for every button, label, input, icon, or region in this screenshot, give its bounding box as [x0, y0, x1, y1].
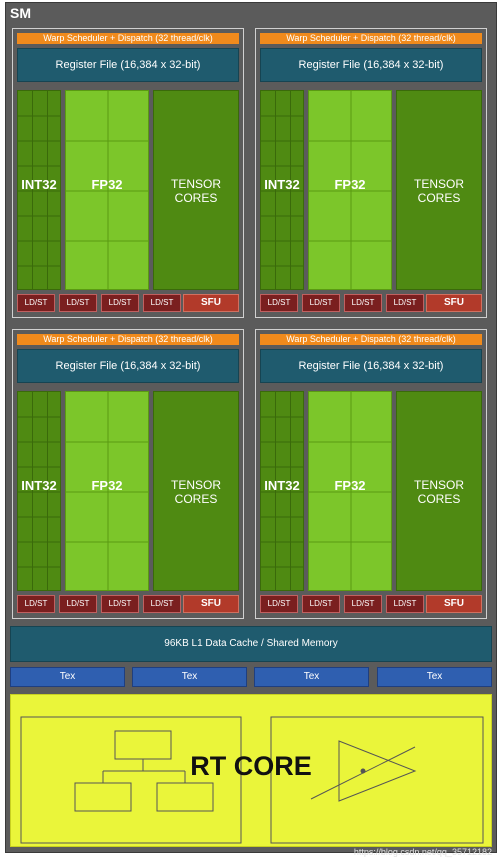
ldst-unit: LD/ST	[260, 595, 298, 613]
fp32-grid	[66, 91, 148, 289]
tensor-label-line1: TENSOR	[413, 478, 464, 492]
tensor-cores: TENSOR CORES	[153, 391, 239, 591]
fp32-cores: FP32	[308, 90, 392, 290]
tex-unit: Tex	[10, 667, 125, 687]
tex-unit: Tex	[132, 667, 247, 687]
warp-scheduler: Warp Scheduler + Dispatch (32 thread/clk…	[260, 33, 482, 44]
tensor-label-line2: CORES	[417, 492, 461, 506]
tensor-label: TENSOR CORES	[397, 177, 481, 205]
fp32-grid	[66, 392, 148, 590]
tensor-label-line2: CORES	[174, 492, 218, 506]
ldst-unit: LD/ST	[101, 595, 139, 613]
ldst-unit: LD/ST	[386, 595, 424, 613]
streaming-multiprocessor: SM Warp Scheduler + Dispatch (32 thread/…	[5, 2, 497, 853]
tensor-label-line2: CORES	[174, 191, 218, 205]
int32-cores: INT32	[260, 90, 304, 290]
sm-title: SM	[10, 5, 31, 21]
fp32-grid	[309, 392, 391, 590]
tensor-label: TENSOR CORES	[154, 478, 238, 506]
tensor-label: TENSOR CORES	[397, 478, 481, 506]
tensor-cores: TENSOR CORES	[153, 90, 239, 290]
ldst-unit: LD/ST	[344, 294, 382, 312]
int32-grid	[261, 392, 303, 590]
ldst-unit: LD/ST	[59, 294, 97, 312]
int32-label: INT32	[21, 478, 57, 493]
int32-label: INT32	[264, 478, 300, 493]
sfu-unit: SFU	[183, 294, 239, 312]
int32-grid	[261, 91, 303, 289]
int32-grid	[18, 91, 60, 289]
tex-unit: Tex	[377, 667, 492, 687]
rt-core-label: RT CORE	[190, 751, 312, 781]
ldst-unit: LD/ST	[59, 595, 97, 613]
ray-triangle-icon	[270, 716, 484, 844]
fp32-label: FP32	[91, 177, 123, 192]
ldst-unit: LD/ST	[302, 294, 340, 312]
int32-cores: INT32	[17, 90, 61, 290]
register-file: Register File (16,384 x 32-bit)	[260, 349, 482, 383]
warp-scheduler: Warp Scheduler + Dispatch (32 thread/clk…	[17, 33, 239, 44]
tensor-label: TENSOR CORES	[154, 177, 238, 205]
ldst-unit: LD/ST	[17, 595, 55, 613]
rt-core: RT CORE	[10, 694, 492, 847]
ldst-unit: LD/ST	[101, 294, 139, 312]
ldst-unit: LD/ST	[302, 595, 340, 613]
warp-scheduler: Warp Scheduler + Dispatch (32 thread/clk…	[260, 334, 482, 345]
fp32-cores: FP32	[308, 391, 392, 591]
processing-block-2: Warp Scheduler + Dispatch (32 thread/clk…	[255, 28, 487, 318]
l1-cache: 96KB L1 Data Cache / Shared Memory	[10, 626, 492, 662]
sfu-unit: SFU	[426, 595, 482, 613]
fp32-cores: FP32	[65, 90, 149, 290]
fp32-label: FP32	[91, 478, 123, 493]
bvh-tree-icon	[20, 716, 242, 844]
warp-scheduler: Warp Scheduler + Dispatch (32 thread/clk…	[17, 334, 239, 345]
fp32-label: FP32	[334, 177, 366, 192]
int32-cores: INT32	[17, 391, 61, 591]
processing-block-4: Warp Scheduler + Dispatch (32 thread/clk…	[255, 329, 487, 619]
processing-block-1: Warp Scheduler + Dispatch (32 thread/clk…	[12, 28, 244, 318]
tensor-cores: TENSOR CORES	[396, 90, 482, 290]
tensor-label-line1: TENSOR	[170, 478, 221, 492]
ldst-unit: LD/ST	[386, 294, 424, 312]
fp32-label: FP32	[334, 478, 366, 493]
ldst-unit: LD/ST	[143, 294, 181, 312]
sfu-unit: SFU	[183, 595, 239, 613]
register-file: Register File (16,384 x 32-bit)	[17, 48, 239, 82]
ldst-unit: LD/ST	[260, 294, 298, 312]
int32-cores: INT32	[260, 391, 304, 591]
tensor-cores: TENSOR CORES	[396, 391, 482, 591]
ldst-unit: LD/ST	[143, 595, 181, 613]
fp32-grid	[309, 91, 391, 289]
int32-grid	[18, 392, 60, 590]
register-file: Register File (16,384 x 32-bit)	[260, 48, 482, 82]
tensor-label-line1: TENSOR	[170, 177, 221, 191]
tensor-label-line1: TENSOR	[413, 177, 464, 191]
register-file: Register File (16,384 x 32-bit)	[17, 349, 239, 383]
sfu-unit: SFU	[426, 294, 482, 312]
ldst-unit: LD/ST	[17, 294, 55, 312]
ldst-unit: LD/ST	[344, 595, 382, 613]
fp32-cores: FP32	[65, 391, 149, 591]
tex-unit: Tex	[254, 667, 369, 687]
watermark: https://blog.csdn.net/qq_35712182	[353, 847, 492, 857]
int32-label: INT32	[21, 177, 57, 192]
int32-label: INT32	[264, 177, 300, 192]
processing-block-3: Warp Scheduler + Dispatch (32 thread/clk…	[12, 329, 244, 619]
tensor-label-line2: CORES	[417, 191, 461, 205]
